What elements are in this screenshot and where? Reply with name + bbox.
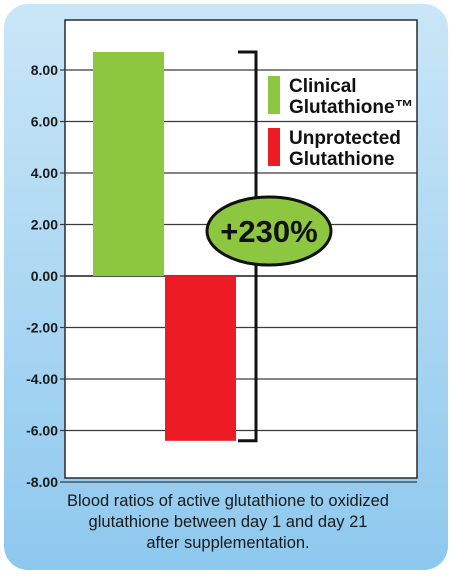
bar-clinical bbox=[93, 51, 164, 276]
y-tick-label: -4.00 bbox=[26, 371, 58, 387]
legend-swatch bbox=[268, 76, 280, 114]
caption-line-1: Blood ratios of active glutathione to ox… bbox=[67, 492, 389, 510]
legend-label-line-1: Clinical bbox=[289, 76, 357, 97]
y-tick-label: -6.00 bbox=[26, 423, 58, 439]
chart-caption: Blood ratios of active glutathione to ox… bbox=[0, 491, 456, 554]
y-tick-label: 0.00 bbox=[31, 268, 58, 284]
caption-line-2: glutathione between day 1 and day 21 bbox=[88, 513, 368, 531]
legend-label-line-2: Glutathione™ bbox=[289, 97, 414, 118]
y-tick-label: 2.00 bbox=[31, 217, 58, 233]
bar-unprotected bbox=[165, 276, 236, 441]
y-tick-label: 4.00 bbox=[31, 165, 58, 181]
y-tick-label: -8.00 bbox=[26, 474, 58, 490]
bars bbox=[93, 51, 236, 441]
y-tick-label: -2.00 bbox=[26, 320, 58, 336]
caption-line-3: after supplementation. bbox=[146, 534, 310, 552]
legend-swatch bbox=[268, 128, 280, 166]
percent-badge: +230% bbox=[205, 195, 333, 267]
legend-label-line-1: Unprotected bbox=[289, 128, 401, 149]
y-tick-label: 6.00 bbox=[31, 114, 58, 130]
y-tick-label: 8.00 bbox=[31, 62, 58, 78]
legend-label-line-2: Glutathione bbox=[289, 149, 395, 170]
badge-ellipse bbox=[205, 195, 333, 267]
badge-text: +230% bbox=[220, 214, 317, 249]
y-axis: 8.00 6.00 4.00 2.00 0.00 -2.00 -4.00 -6.00 -8.00 bbox=[26, 62, 65, 490]
